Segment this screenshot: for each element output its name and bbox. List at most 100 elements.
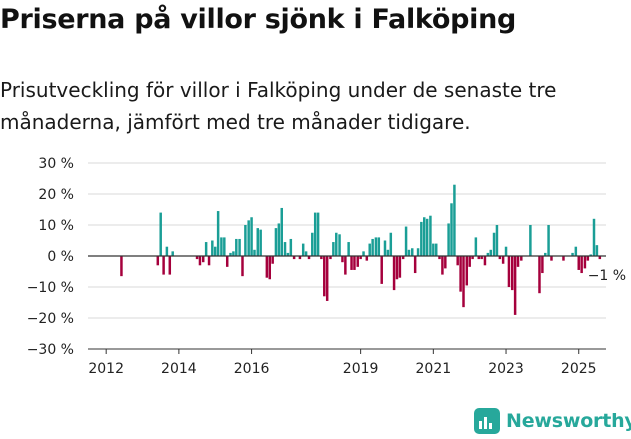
bar (356, 256, 359, 267)
bar (434, 243, 438, 256)
bar (344, 256, 347, 275)
bar (280, 207, 283, 256)
bar (325, 256, 329, 301)
bar (256, 228, 260, 256)
chart-subtitle: Prisutveckling för villor i Falköping un… (0, 78, 557, 134)
y-tick-label: 30 % (38, 156, 74, 172)
bar (401, 256, 405, 260)
bar (459, 256, 462, 292)
bar (483, 256, 487, 266)
x-tick-label: 2021 (416, 361, 452, 377)
bar (341, 256, 344, 263)
bar (432, 243, 435, 256)
y-tick-label: −20 % (27, 311, 74, 327)
bar (516, 256, 520, 267)
bar (120, 256, 123, 277)
bar (338, 234, 341, 256)
bar (520, 256, 523, 261)
bar (213, 246, 217, 256)
bar (507, 256, 511, 287)
bar (274, 228, 278, 256)
bar (589, 254, 592, 256)
bar (198, 256, 202, 266)
bar (271, 256, 274, 264)
bar (383, 240, 387, 256)
bar (450, 203, 453, 256)
bar (365, 256, 369, 261)
bar (495, 225, 499, 256)
bar (425, 218, 429, 256)
bar (404, 226, 408, 256)
bar (441, 256, 444, 275)
bar (201, 256, 205, 263)
bar (168, 256, 172, 275)
bar (453, 184, 456, 256)
bar (513, 256, 517, 315)
bar (353, 256, 356, 270)
y-tick-label: −30 % (27, 342, 74, 358)
bar (498, 256, 502, 260)
bar (329, 256, 332, 260)
bar (204, 242, 208, 256)
bar (471, 256, 474, 260)
bar (159, 212, 162, 256)
bar (395, 256, 399, 280)
bar (368, 243, 371, 256)
bar (486, 252, 490, 256)
bar (377, 237, 381, 256)
bar (232, 251, 235, 256)
bar (289, 238, 293, 256)
bar (429, 215, 432, 256)
bar (253, 249, 256, 256)
bar (413, 256, 417, 274)
bar (223, 237, 226, 256)
bar (389, 232, 393, 256)
bar (238, 238, 241, 256)
bar (250, 217, 253, 256)
bar (592, 218, 596, 256)
bar (504, 246, 508, 256)
bar (301, 243, 305, 256)
bar (229, 252, 232, 256)
y-tick-label: 20 % (38, 187, 74, 203)
bar (244, 225, 247, 256)
bar (320, 256, 323, 260)
x-tick-label: 2023 (488, 361, 524, 377)
bar (359, 256, 362, 260)
bar (307, 256, 311, 260)
bar (492, 232, 496, 256)
bar (456, 256, 459, 266)
bar (489, 249, 493, 256)
bar (477, 256, 481, 260)
bar (416, 248, 420, 256)
x-tick-label: 2012 (88, 361, 124, 377)
bar (265, 256, 269, 278)
bar (235, 238, 238, 256)
bar-chart-logo-icon (474, 408, 500, 434)
bar (580, 256, 583, 274)
brand-name: Newsworthy (506, 410, 631, 432)
bar (316, 212, 320, 256)
bar (268, 256, 271, 280)
bar (562, 256, 565, 261)
bar (292, 256, 296, 260)
x-tick-label: 2019 (343, 361, 379, 377)
bar (544, 252, 547, 256)
last-value-annotation: −1 % (588, 268, 626, 284)
bar (313, 212, 317, 256)
bar (298, 256, 302, 260)
bar (392, 256, 396, 291)
bar (577, 256, 580, 270)
y-tick-label: 0 % (47, 249, 74, 265)
bar (574, 246, 578, 256)
bar (311, 232, 314, 256)
bar (380, 256, 383, 284)
bar (283, 242, 287, 256)
bar (216, 211, 220, 256)
bar (304, 251, 308, 256)
bar (420, 221, 423, 256)
bar (225, 256, 229, 267)
bar (571, 252, 574, 256)
bar (468, 256, 471, 267)
bar (538, 256, 541, 294)
